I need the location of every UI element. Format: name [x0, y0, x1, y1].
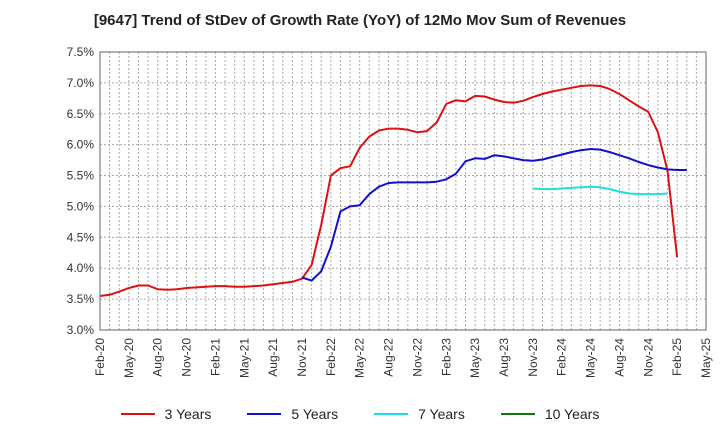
legend-label: 5 Years — [291, 406, 339, 422]
legend-item: 5 Years — [247, 406, 338, 422]
x-tick-label: Nov-24 — [641, 338, 655, 377]
series-line-3-years — [99, 84, 679, 297]
y-tick-label: 7.0% — [67, 76, 95, 90]
legend-label: 3 Years — [164, 406, 212, 422]
legend-swatch — [374, 413, 409, 415]
series-layer — [99, 84, 687, 297]
x-tick-label: Aug-21 — [266, 338, 280, 377]
legend-swatch — [247, 413, 282, 415]
x-tick-label: Nov-21 — [295, 338, 309, 377]
y-tick-label: 4.0% — [67, 261, 95, 275]
x-tick-label: Feb-21 — [208, 338, 222, 376]
x-tick-label: Nov-22 — [410, 338, 424, 377]
legend-item: 10 Years — [500, 406, 600, 422]
x-tick-label: Aug-24 — [612, 338, 626, 377]
x-tick-label: Feb-25 — [670, 338, 684, 376]
x-tick-label: Nov-20 — [180, 338, 194, 377]
y-tick-label: 5.0% — [67, 199, 95, 213]
x-tick-label: May-24 — [584, 338, 598, 378]
legend-label: 7 Years — [418, 406, 465, 422]
axis-layer: 3.0% 3.5% 4.0% 4.5% 5.0% 5.5% 6.0% 6.5% 7.0% 7.5%… — [67, 45, 713, 378]
series-line-5-years — [301, 148, 687, 282]
x-tick-label: May-21 — [237, 338, 251, 378]
x-tick-label: Aug-22 — [382, 338, 396, 377]
y-tick-label: 3.0% — [67, 323, 95, 337]
y-tick-label: 3.5% — [67, 292, 95, 306]
x-tick-label: Aug-23 — [497, 338, 511, 377]
series-line-7-years — [532, 185, 668, 196]
legend-item: 7 Years — [374, 406, 465, 422]
y-tick-label: 6.5% — [67, 107, 95, 121]
plot-area — [100, 52, 706, 330]
x-tick-label: May-25 — [699, 338, 713, 378]
y-tick-label: 4.5% — [67, 230, 95, 244]
legend-swatch — [120, 413, 155, 415]
legend-item: 3 Years — [120, 406, 212, 422]
x-tick-label: Feb-24 — [555, 338, 569, 376]
y-tick-label: 7.5% — [67, 45, 95, 59]
x-tick-label: Feb-20 — [93, 338, 107, 376]
x-tick-label: Feb-23 — [439, 338, 453, 376]
legend: 3 Years 5 Years 7 Years 10 Years — [0, 406, 720, 422]
legend-swatch — [500, 413, 535, 415]
x-tick-label: May-20 — [122, 338, 136, 378]
plot-border — [99, 51, 707, 331]
x-tick-label: May-22 — [353, 338, 367, 378]
x-tick-label: Aug-20 — [151, 338, 165, 377]
legend-label: 10 Years — [544, 406, 600, 422]
x-tick-label: May-23 — [468, 338, 482, 378]
y-tick-label: 6.0% — [67, 138, 95, 152]
chart-title: [9647] Trend of StDev of Growth Rate (Yo… — [93, 12, 627, 29]
y-tick-label: 5.5% — [67, 169, 95, 183]
x-tick-label: Nov-23 — [526, 338, 540, 377]
x-tick-label: Feb-22 — [324, 338, 338, 376]
